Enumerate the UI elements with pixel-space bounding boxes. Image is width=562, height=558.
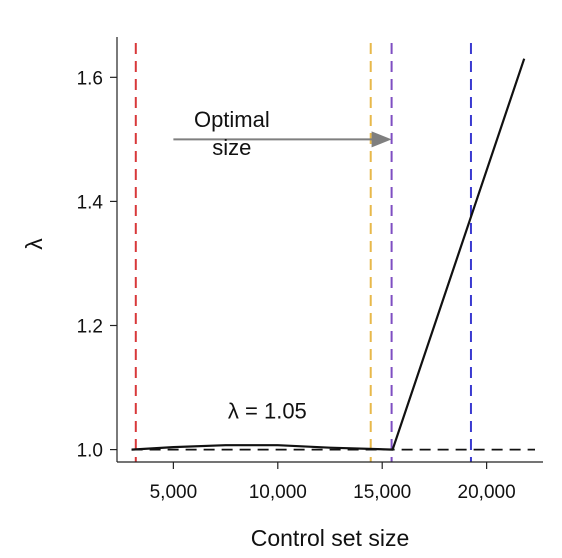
y-tick-label: 1.0	[77, 441, 103, 462]
annotations: λ = 1.05 Optimal size	[194, 107, 307, 424]
x-tick-label: 5,000	[150, 482, 198, 503]
annotation-optimal-line1: Optimal	[194, 107, 270, 132]
y-ticks: 1.0 1.2 1.4 1.6	[77, 68, 117, 462]
ref-lines-layer	[131, 43, 535, 462]
series-layer	[131, 58, 526, 451]
annotation-optimal-line2: size	[212, 135, 251, 160]
x-tick-label: 10,000	[249, 482, 307, 503]
x-ticks: 5,000 10,000 15,000 20,000	[150, 462, 516, 503]
arrow-layer	[173, 131, 392, 148]
y-axis-title: λ	[21, 238, 47, 250]
y-tick-label: 1.6	[77, 68, 103, 89]
y-tick-label: 1.4	[77, 192, 104, 213]
annotation-lambda-label: λ = 1.05	[228, 399, 307, 424]
optimal-arrow-head	[371, 131, 392, 148]
x-tick-label: 15,000	[353, 482, 411, 503]
y-tick-label: 1.2	[77, 317, 103, 338]
series-line	[131, 58, 526, 451]
x-tick-label: 20,000	[458, 482, 516, 503]
x-axis-title: Control set size	[251, 525, 410, 551]
